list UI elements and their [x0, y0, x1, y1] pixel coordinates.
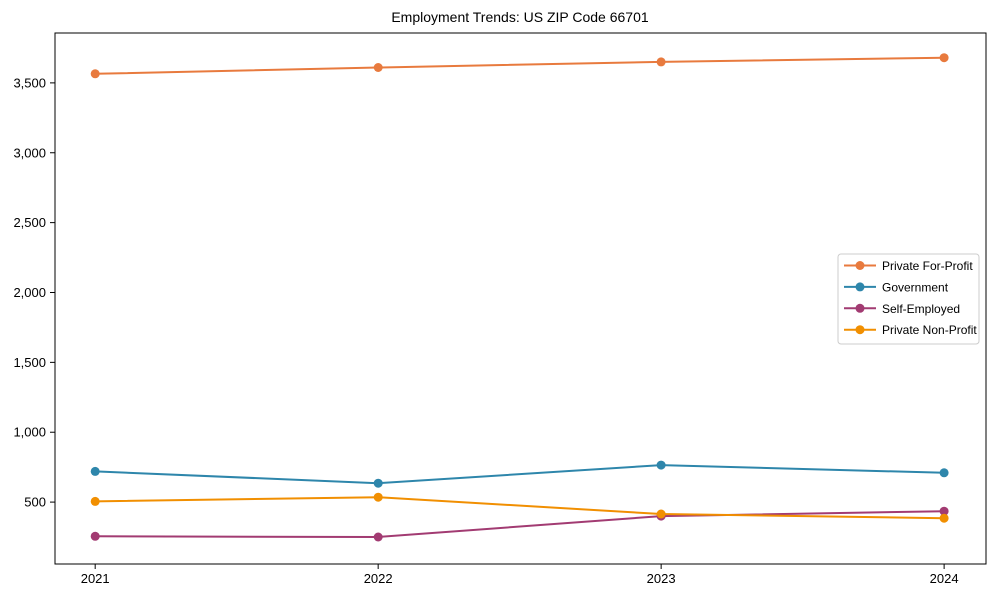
- data-point-government: [90, 466, 100, 476]
- plot-frame: [54, 32, 987, 565]
- data-point-self-employed: [90, 531, 100, 541]
- y-axis-tick-label: 2,000: [13, 285, 46, 300]
- data-point-private-for-profit: [373, 63, 383, 72]
- x-axis-tick-label: 2021: [81, 571, 110, 586]
- data-point-private-non-profit: [656, 509, 666, 519]
- legend-marker-dot-private-for-profit: [855, 261, 865, 270]
- data-point-government: [656, 460, 666, 470]
- data-point-private-for-profit: [939, 53, 949, 63]
- y-axis-tick-label: 3,000: [13, 145, 46, 160]
- data-point-private-for-profit: [656, 57, 666, 67]
- legend-label-private-non-profit: Private Non-Profit: [882, 323, 977, 337]
- y-axis-tick-label: 1,500: [13, 355, 46, 370]
- series-line-self-employed: [94, 510, 946, 538]
- chart-title: Employment Trends: US ZIP Code 66701: [391, 9, 649, 25]
- legend-marker-dot-private-non-profit: [855, 325, 865, 335]
- series-line-private-for-profit: [94, 56, 946, 75]
- y-axis-tick-label: 2,500: [13, 215, 46, 230]
- data-point-government: [939, 468, 949, 478]
- data-point-government: [373, 478, 383, 488]
- data-point-private-non-profit: [939, 513, 949, 523]
- data-point-private-non-profit: [90, 496, 100, 506]
- legend-marker-dot-government: [855, 282, 865, 292]
- legend-label-self-employed: Self-Employed: [882, 302, 960, 316]
- data-point-private-non-profit: [373, 492, 383, 502]
- y-axis-tick-label: 500: [24, 495, 46, 510]
- legend-label-private-for-profit: Private For-Profit: [882, 259, 973, 273]
- chart-root: 500 1,000 1,500 2,000 2,500 3,000 3,500 2021 202…: [13, 32, 987, 586]
- x-axis-tick-label: 2024: [930, 571, 959, 586]
- x-axis-tick-label: 2023: [647, 571, 676, 586]
- data-point-self-employed: [373, 532, 383, 542]
- legend-box: [837, 253, 980, 345]
- y-axis-tick-label: 1,000: [13, 425, 46, 440]
- legend-label-government: Government: [882, 280, 949, 294]
- series-line-government: [94, 464, 946, 485]
- data-point-private-for-profit: [90, 69, 100, 79]
- y-axis-tick-label: 3,500: [13, 75, 46, 90]
- x-axis-tick-label: 2022: [364, 571, 393, 586]
- legend-marker-dot-self-employed: [855, 303, 865, 313]
- series-line-private-non-profit: [94, 496, 946, 520]
- data-point-self-employed: [939, 506, 949, 516]
